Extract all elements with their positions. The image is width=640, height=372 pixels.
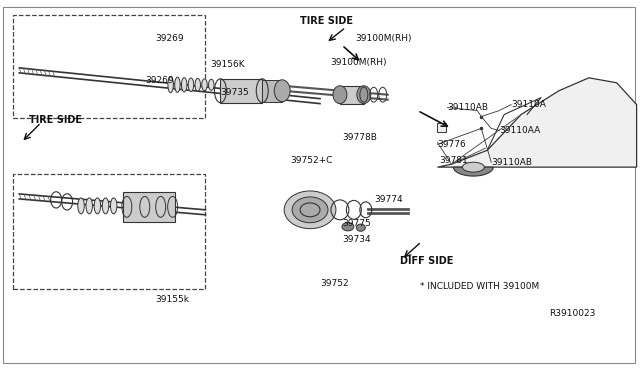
Text: 39155k: 39155k [156, 295, 189, 304]
Text: 39734: 39734 [342, 235, 371, 244]
Ellipse shape [333, 86, 347, 104]
Text: R3910023: R3910023 [549, 308, 595, 318]
Text: 39778B: 39778B [342, 133, 377, 142]
Ellipse shape [102, 198, 109, 214]
Text: 39752+C: 39752+C [290, 156, 333, 165]
Text: * INCLUDED WITH 39100M: * INCLUDED WITH 39100M [420, 282, 539, 291]
FancyBboxPatch shape [262, 80, 282, 102]
Polygon shape [453, 167, 493, 176]
Polygon shape [438, 78, 637, 167]
Text: TIRE SIDE: TIRE SIDE [29, 115, 83, 125]
Text: 39110AB: 39110AB [447, 103, 488, 112]
Text: 39735: 39735 [220, 88, 249, 97]
Ellipse shape [182, 78, 187, 92]
Text: 39156K: 39156K [211, 60, 245, 70]
Text: 39775: 39775 [342, 219, 371, 228]
Text: 39776: 39776 [438, 140, 466, 149]
Ellipse shape [209, 79, 214, 90]
Text: 39100M(RH): 39100M(RH) [330, 58, 387, 67]
Ellipse shape [202, 79, 207, 91]
Ellipse shape [168, 77, 173, 93]
FancyBboxPatch shape [220, 79, 262, 103]
Text: 39110AB: 39110AB [492, 158, 532, 167]
Ellipse shape [274, 80, 290, 102]
Ellipse shape [462, 162, 484, 172]
Text: 39781: 39781 [440, 156, 468, 165]
Ellipse shape [94, 198, 100, 214]
Ellipse shape [188, 78, 194, 92]
Ellipse shape [284, 191, 336, 229]
Ellipse shape [356, 224, 365, 231]
Text: 39110AA: 39110AA [499, 126, 540, 135]
Text: DIFF SIDE: DIFF SIDE [399, 256, 453, 266]
Ellipse shape [357, 86, 371, 104]
Ellipse shape [111, 198, 117, 214]
FancyBboxPatch shape [123, 192, 175, 222]
Text: TIRE SIDE: TIRE SIDE [300, 16, 353, 26]
Text: 39752: 39752 [320, 279, 349, 288]
Ellipse shape [342, 222, 354, 231]
Ellipse shape [78, 198, 84, 214]
FancyBboxPatch shape [340, 86, 364, 104]
Ellipse shape [175, 77, 180, 92]
Ellipse shape [86, 198, 92, 214]
Text: 39110A: 39110A [511, 100, 546, 109]
Ellipse shape [292, 197, 328, 223]
Text: 39100M(RH): 39100M(RH) [355, 33, 412, 43]
Text: 39269: 39269 [146, 76, 174, 85]
Ellipse shape [195, 78, 200, 91]
FancyBboxPatch shape [438, 124, 447, 132]
Text: 39269: 39269 [156, 33, 184, 43]
Text: 39774: 39774 [375, 195, 403, 204]
